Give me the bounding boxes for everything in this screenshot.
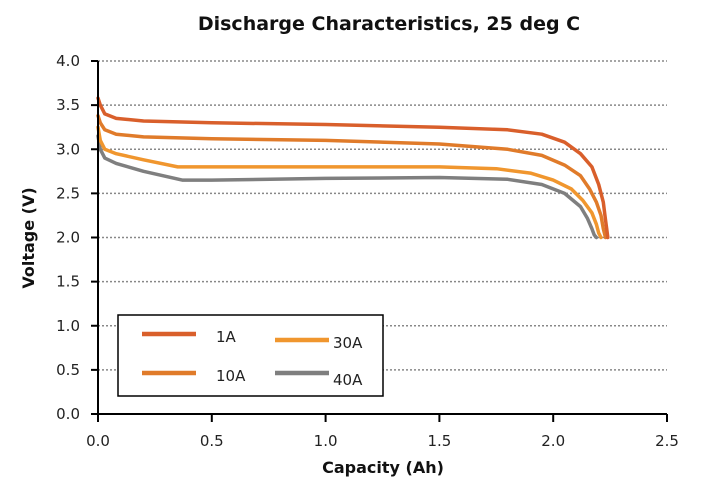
y-axis-label: Voltage (V) [19, 187, 38, 288]
x-tick-label: 2.0 [541, 432, 565, 450]
y-tick-label: 0.0 [56, 405, 80, 423]
y-tick-label: 1.0 [56, 317, 80, 335]
x-tick-label: 1.0 [314, 432, 338, 450]
y-tick-label: 3.5 [56, 96, 80, 114]
chart-title: Discharge Characteristics, 25 deg C [198, 13, 580, 35]
legend-label-10A: 10A [216, 367, 246, 385]
x-tick-label: 0.5 [200, 432, 224, 450]
series-line-30A [96, 125, 603, 240]
legend-box [117, 314, 384, 397]
series-line-1A [96, 96, 610, 240]
series-line-40A [96, 134, 599, 240]
legend-label-40A: 40A [333, 371, 363, 389]
x-tick-label: 0.0 [86, 432, 110, 450]
x-tick-label: 1.5 [427, 432, 451, 450]
series-line-10A [96, 113, 608, 240]
legend-label-1A: 1A [216, 328, 237, 346]
y-tick-label: 4.0 [56, 52, 80, 70]
legend: 1A 10A 30A 40A [117, 314, 384, 397]
series-lines [96, 96, 610, 240]
y-tick-label: 2.5 [56, 184, 80, 202]
x-tick-label: 2.5 [655, 432, 679, 450]
y-tick-label: 0.5 [56, 361, 80, 379]
y-axis-ticks: 0.0 0.5 1.0 1.5 2.0 2.5 3.0 3.5 4.0 [56, 52, 98, 423]
x-axis-ticks: 0.0 0.5 1.0 1.5 2.0 2.5 [86, 414, 679, 450]
legend-label-30A: 30A [333, 334, 363, 352]
y-tick-label: 1.5 [56, 273, 80, 291]
y-tick-label: 2.0 [56, 229, 80, 247]
y-tick-label: 3.0 [56, 140, 80, 158]
x-axis-label: Capacity (Ah) [322, 458, 444, 477]
